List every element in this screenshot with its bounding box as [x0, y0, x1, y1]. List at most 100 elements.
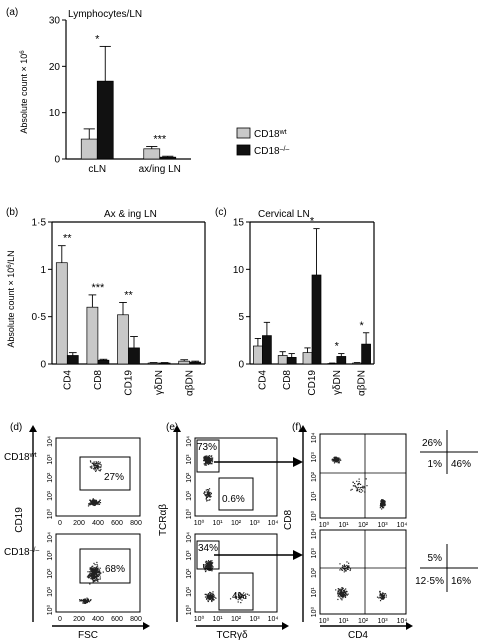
event-dot — [100, 468, 102, 471]
x-tick-label: 10¹ — [338, 618, 349, 625]
event-dot — [343, 593, 345, 596]
event-dot — [205, 497, 207, 499]
event-dot — [345, 594, 347, 596]
event-dot — [339, 563, 341, 565]
event-dot — [338, 462, 340, 464]
event-dot — [380, 502, 382, 504]
event-dot — [337, 593, 339, 595]
event-dot — [204, 596, 207, 598]
bar — [336, 356, 347, 365]
event-dot — [207, 494, 209, 496]
event-dot — [205, 593, 207, 596]
event-dot — [98, 571, 100, 573]
x-tick-label: CD8 — [93, 370, 104, 390]
event-dot — [208, 561, 211, 563]
event-dot — [91, 572, 93, 574]
event-dot — [98, 572, 100, 574]
event-dot — [96, 565, 99, 567]
event-dot — [341, 592, 343, 594]
event-dot — [209, 565, 212, 567]
event-dot — [361, 486, 363, 489]
event-dot — [382, 501, 384, 503]
event-dot — [91, 565, 93, 568]
event-dot — [209, 499, 211, 501]
event-dot — [248, 594, 250, 596]
flow-d-wt: 10⁰ 10¹ 10² 10³ 10⁴ 0 200 400 600 800 27% — [46, 436, 142, 527]
y-tick-label: 10⁴ — [186, 436, 193, 447]
significance-marker: ** — [63, 233, 72, 245]
event-dot — [205, 495, 207, 497]
y-tick-label: 10¹ — [186, 586, 193, 597]
event-dot — [339, 592, 341, 594]
y-tick-label: 10² — [311, 567, 318, 578]
event-dot — [95, 461, 97, 463]
event-dot — [342, 565, 344, 567]
event-dot — [341, 587, 343, 589]
event-dot — [209, 458, 212, 460]
event-dot — [237, 595, 240, 597]
event-dot — [337, 461, 339, 463]
bar — [327, 363, 338, 365]
event-dot — [210, 597, 212, 599]
panel-label-e: (e) — [166, 422, 178, 433]
event-dot — [96, 462, 98, 464]
event-dot — [212, 597, 214, 599]
event-dot — [207, 595, 209, 597]
chart-c-title: Cervical LN — [258, 209, 310, 220]
event-dot — [347, 568, 349, 570]
event-dot — [94, 467, 97, 470]
event-dot — [90, 461, 92, 463]
event-dot — [382, 592, 384, 594]
event-dot — [229, 598, 232, 600]
event-dot — [97, 461, 99, 463]
x-tick-label: 400 — [92, 616, 104, 623]
chart-b: 0 0·5 1 1·5 ** CD4 *** CD8 ** CD19 γδDN αβDN — [32, 218, 206, 396]
event-dot — [211, 596, 213, 598]
event-dot — [344, 591, 347, 593]
event-dot — [211, 459, 214, 461]
event-dot — [87, 598, 89, 600]
event-dot — [93, 499, 95, 501]
event-dot — [237, 599, 239, 601]
event-dot — [203, 459, 205, 462]
flow-axes — [29, 425, 413, 630]
event-dot — [208, 594, 210, 597]
event-dot — [207, 458, 209, 460]
y-tick-label: 10¹ — [47, 490, 54, 501]
event-dot — [99, 461, 101, 463]
event-dot — [341, 595, 344, 597]
event-dot — [91, 578, 93, 580]
event-dot — [210, 459, 213, 461]
event-dot — [90, 503, 92, 505]
event-dot — [207, 567, 209, 569]
event-dot — [212, 591, 214, 593]
event-dot — [234, 595, 236, 597]
event-dot — [335, 458, 337, 460]
bar — [253, 345, 263, 365]
event-dot — [205, 562, 207, 564]
x-tick-label: 10⁴ — [397, 522, 408, 529]
event-dot — [381, 594, 383, 596]
bar — [277, 355, 288, 365]
event-dot — [211, 563, 213, 565]
event-dot — [99, 576, 101, 578]
event-dot — [205, 461, 207, 463]
event-dot — [96, 575, 98, 578]
event-dot — [97, 571, 99, 574]
event-dot — [344, 565, 347, 567]
event-dot — [93, 576, 96, 578]
event-dot — [205, 459, 207, 461]
event-dot — [334, 458, 336, 460]
legend-wt-label: CD18wt — [254, 129, 287, 141]
event-dot — [240, 593, 242, 595]
y-tick-label: 10⁴ — [311, 432, 318, 443]
quad-ko-lr: 16% — [451, 576, 471, 587]
event-dot — [339, 588, 341, 590]
event-dot — [88, 503, 90, 505]
event-dot — [344, 565, 346, 567]
event-dot — [212, 598, 214, 601]
event-dot — [207, 594, 209, 596]
quad-ko-ul: 5% — [428, 553, 443, 564]
event-dot — [366, 485, 368, 487]
event-dot — [205, 570, 207, 572]
